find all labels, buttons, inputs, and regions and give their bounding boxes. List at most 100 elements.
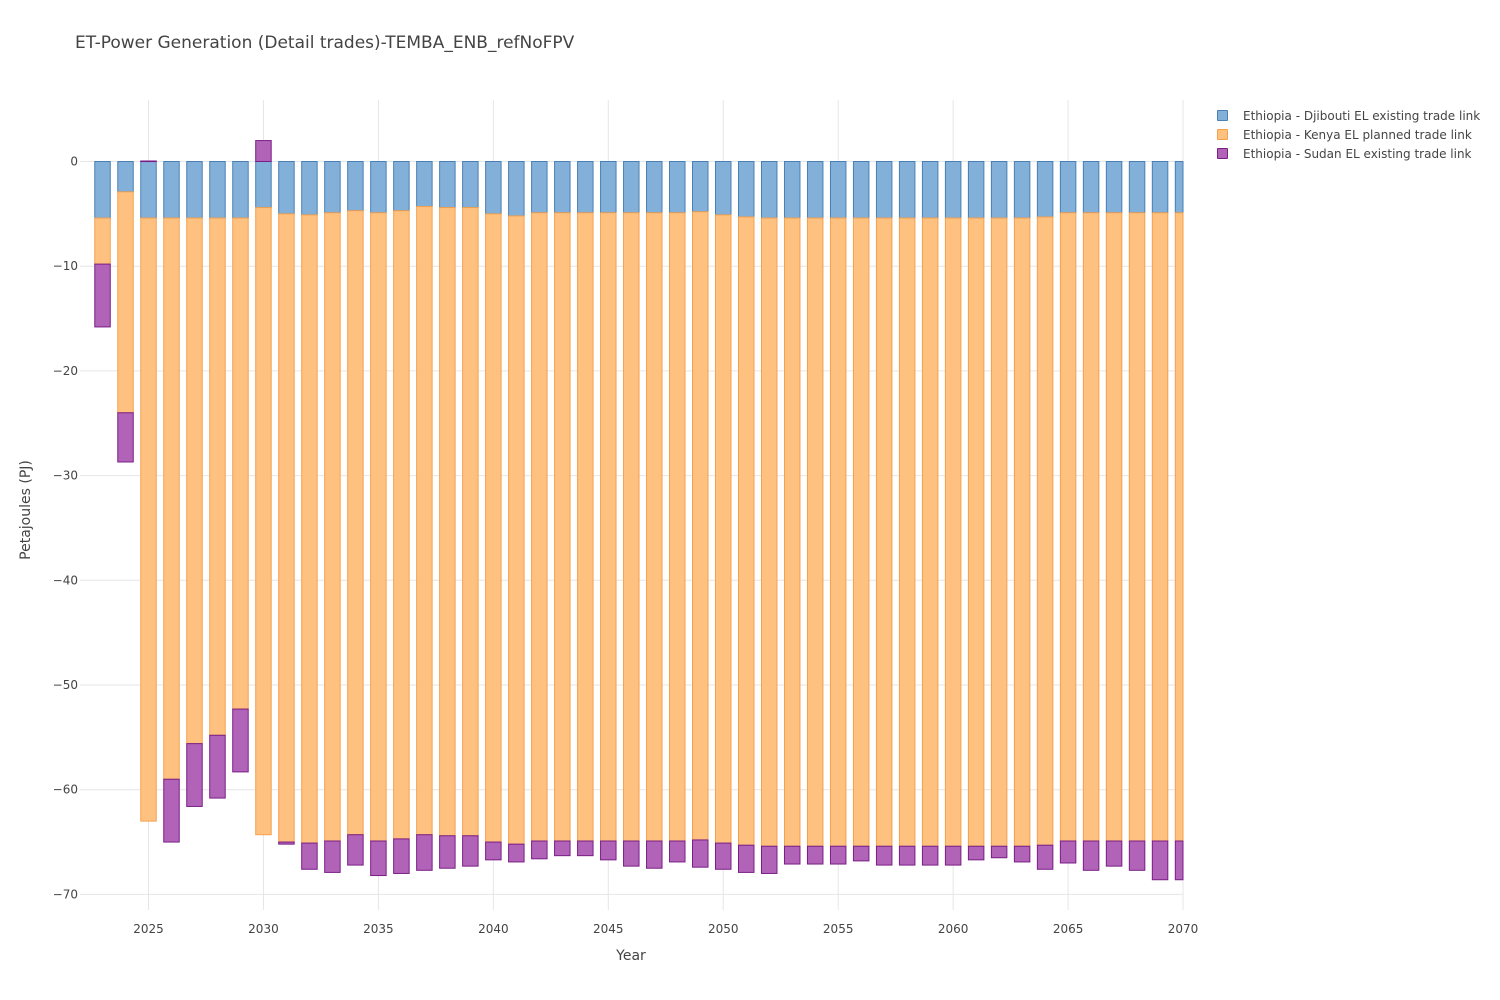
bar-2-2052[interactable] bbox=[760, 845, 778, 874]
bar-0-2057[interactable] bbox=[875, 161, 893, 219]
bar-0-2037[interactable] bbox=[416, 161, 433, 208]
bar-1-2064[interactable] bbox=[1036, 216, 1054, 846]
bar-2-2044[interactable] bbox=[577, 840, 594, 857]
bar-0-2036[interactable] bbox=[393, 161, 410, 212]
bar-1-2050[interactable] bbox=[715, 214, 732, 844]
bar-2-2031[interactable] bbox=[278, 841, 295, 845]
bar-1-2025[interactable] bbox=[140, 217, 157, 822]
bar-1-2036[interactable] bbox=[393, 210, 410, 840]
bar-1-2049[interactable] bbox=[692, 211, 709, 841]
bar-0-2050[interactable] bbox=[715, 161, 732, 216]
bar-0-2062[interactable] bbox=[990, 161, 1008, 219]
bar-2-2038[interactable] bbox=[439, 835, 456, 869]
bar-2-2036[interactable] bbox=[393, 838, 410, 874]
bar-2-2050[interactable] bbox=[715, 842, 732, 870]
bar-0-2040[interactable] bbox=[485, 161, 502, 215]
bar-0-2056[interactable] bbox=[852, 161, 870, 219]
bar-0-2034[interactable] bbox=[347, 161, 364, 212]
bar-2-2030[interactable] bbox=[255, 140, 272, 162]
bar-0-2055[interactable] bbox=[829, 161, 847, 219]
bar-1-2035[interactable] bbox=[370, 212, 387, 842]
bar-2-2041[interactable] bbox=[508, 843, 525, 863]
bar-2-2029[interactable] bbox=[232, 708, 249, 773]
bar-1-2063[interactable] bbox=[1013, 217, 1031, 847]
bar-0-2042[interactable] bbox=[531, 161, 548, 214]
bar-0-2070[interactable] bbox=[1174, 161, 1184, 214]
bar-2-2055[interactable] bbox=[829, 845, 847, 865]
bar-0-2033[interactable] bbox=[324, 161, 341, 214]
bar-1-2059[interactable] bbox=[921, 217, 939, 847]
bar-2-2057[interactable] bbox=[875, 845, 893, 866]
bar-0-2028[interactable] bbox=[209, 161, 226, 219]
bar-2-2049[interactable] bbox=[692, 839, 709, 868]
bar-0-2044[interactable] bbox=[577, 161, 594, 214]
bar-0-2067[interactable] bbox=[1105, 161, 1123, 214]
bar-1-2040[interactable] bbox=[485, 213, 502, 843]
bar-0-2068[interactable] bbox=[1128, 161, 1146, 214]
bar-2-2051[interactable] bbox=[737, 844, 755, 873]
bar-0-2043[interactable] bbox=[554, 161, 571, 214]
bar-1-2037[interactable] bbox=[416, 206, 433, 836]
bar-2-2066[interactable] bbox=[1082, 840, 1100, 871]
bar-0-2059[interactable] bbox=[921, 161, 939, 219]
bar-1-2055[interactable] bbox=[829, 217, 847, 847]
bar-0-2053[interactable] bbox=[783, 161, 801, 219]
bar-1-2038[interactable] bbox=[439, 207, 456, 837]
bar-1-2058[interactable] bbox=[898, 217, 916, 847]
bar-2-2033[interactable] bbox=[324, 840, 341, 873]
bar-0-2029[interactable] bbox=[232, 161, 249, 219]
bar-0-2035[interactable] bbox=[370, 161, 387, 214]
bar-1-2034[interactable] bbox=[347, 210, 364, 836]
bar-1-2032[interactable] bbox=[301, 214, 318, 844]
bar-1-2044[interactable] bbox=[577, 212, 594, 842]
bar-2-2058[interactable] bbox=[898, 845, 916, 866]
bar-1-2033[interactable] bbox=[324, 212, 341, 842]
bar-1-2041[interactable] bbox=[508, 215, 525, 845]
bar-1-2054[interactable] bbox=[806, 217, 824, 847]
bar-1-2053[interactable] bbox=[783, 217, 801, 847]
bar-1-2065[interactable] bbox=[1059, 212, 1077, 842]
bar-1-2039[interactable] bbox=[462, 207, 479, 837]
bar-2-2047[interactable] bbox=[646, 840, 663, 869]
bar-2-2037[interactable] bbox=[416, 834, 433, 871]
bar-2-2042[interactable] bbox=[531, 840, 548, 860]
bar-2-2032[interactable] bbox=[301, 842, 318, 870]
bar-0-2032[interactable] bbox=[301, 161, 318, 216]
bar-2-2040[interactable] bbox=[485, 841, 502, 861]
bar-0-2049[interactable] bbox=[692, 161, 709, 213]
bar-1-2062[interactable] bbox=[990, 217, 1008, 847]
bar-2-2026[interactable] bbox=[163, 778, 180, 843]
bar-2-2039[interactable] bbox=[462, 835, 479, 867]
bar-0-2039[interactable] bbox=[462, 161, 479, 209]
bar-0-2051[interactable] bbox=[737, 161, 755, 218]
bar-2-2034[interactable] bbox=[347, 834, 364, 866]
bar-2-2068[interactable] bbox=[1128, 840, 1146, 871]
bar-1-2027[interactable] bbox=[186, 217, 203, 745]
bar-0-2052[interactable] bbox=[760, 161, 778, 219]
bar-2-2053[interactable] bbox=[783, 845, 801, 865]
bar-0-2066[interactable] bbox=[1082, 161, 1100, 214]
bar-0-2030[interactable] bbox=[255, 161, 272, 209]
bar-2-2027[interactable] bbox=[186, 743, 203, 807]
bar-0-2026[interactable] bbox=[163, 161, 180, 219]
bar-1-2051[interactable] bbox=[737, 216, 755, 846]
bar-0-2060[interactable] bbox=[944, 161, 962, 219]
bar-1-2024[interactable] bbox=[117, 191, 134, 414]
bar-2-2069[interactable] bbox=[1151, 840, 1169, 881]
bar-2-2067[interactable] bbox=[1105, 840, 1123, 867]
bar-1-2069[interactable] bbox=[1151, 212, 1169, 842]
bar-1-2043[interactable] bbox=[554, 212, 571, 842]
bar-0-2047[interactable] bbox=[646, 161, 663, 214]
bar-2-2059[interactable] bbox=[921, 845, 939, 866]
legend-item[interactable]: Ethiopia - Kenya EL planned trade link bbox=[1217, 125, 1480, 144]
bar-0-2024[interactable] bbox=[117, 161, 134, 193]
bar-2-2063[interactable] bbox=[1013, 845, 1031, 863]
bar-0-2048[interactable] bbox=[669, 161, 686, 214]
bar-1-2057[interactable] bbox=[875, 217, 893, 847]
bar-1-2052[interactable] bbox=[760, 217, 778, 847]
bar-0-2038[interactable] bbox=[439, 161, 456, 209]
bar-1-2060[interactable] bbox=[944, 217, 962, 847]
bar-0-2025[interactable] bbox=[140, 161, 157, 219]
bar-1-2068[interactable] bbox=[1128, 212, 1146, 842]
bar-2-2024[interactable] bbox=[117, 412, 134, 463]
